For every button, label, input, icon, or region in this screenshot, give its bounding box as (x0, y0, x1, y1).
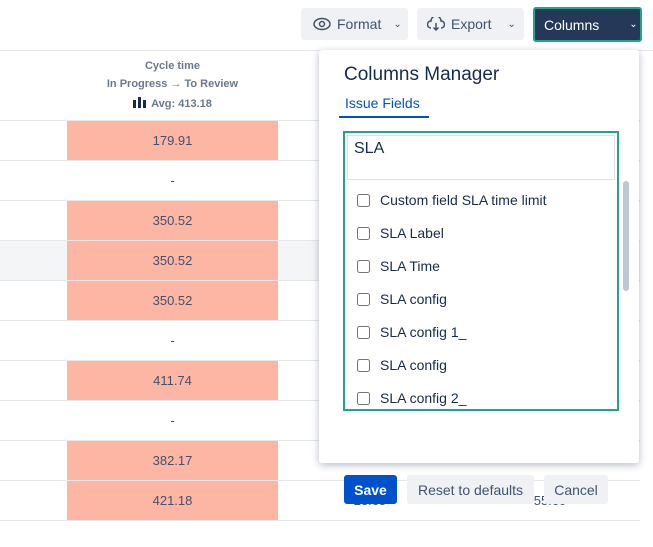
checkbox[interactable] (357, 391, 370, 405)
field-item[interactable]: SLA config 1_ (357, 321, 466, 343)
field-item[interactable]: Custom field SLA time limit (357, 189, 547, 211)
checkbox[interactable] (357, 259, 370, 273)
columns-label: Columns (544, 16, 600, 33)
cycle-time-cell: 382.17 (67, 441, 278, 480)
field-label: SLA Label (380, 225, 444, 241)
cycle-time-cell: 421.18 (67, 481, 278, 520)
cycle-time-cell: 350.52 (67, 241, 278, 280)
cycle-time-cell: 411.74 (67, 361, 278, 400)
export-button[interactable]: Export ⌄ (417, 8, 524, 40)
tab-underline (339, 116, 429, 118)
column-title: Cycle time (144, 60, 201, 72)
field-item[interactable]: SLA config (357, 354, 447, 376)
row-border (0, 520, 640, 521)
panel-title: Columns Manager (344, 64, 500, 85)
columns-panel: Columns Manager Issue Fields SLA Custom … (319, 50, 639, 504)
format-button[interactable]: Format ⌄ (301, 8, 408, 40)
cycle-time-cell: - (170, 413, 175, 428)
field-label: SLA config (380, 291, 447, 307)
field-item[interactable]: SLA config (357, 288, 447, 310)
column-average: Avg: 413.18 (67, 97, 278, 110)
chevron: ⌄ (393, 18, 402, 30)
checkbox[interactable] (357, 292, 370, 306)
save-button[interactable]: Save (344, 475, 397, 504)
cycle-time-cell: 350.52 (67, 281, 278, 320)
field-label: SLA config 2_ (380, 390, 467, 406)
search-input[interactable]: SLA (347, 135, 615, 180)
cycle-time-cell: 350.52 (67, 201, 278, 240)
field-item[interactable]: SLA Label (357, 222, 444, 244)
eye-icon (313, 17, 331, 31)
table-row: 179.91 (0, 120, 640, 160)
checkbox[interactable] (357, 358, 370, 372)
table-row: 350.52 (0, 280, 640, 320)
field-item[interactable]: SLA Time (357, 255, 440, 277)
chevron: ⌄ (629, 19, 638, 30)
cloud-icon (427, 17, 445, 31)
export-label: Export (451, 16, 492, 32)
field-label: SLA Time (380, 258, 440, 274)
cycle-time-cell: - (170, 333, 175, 348)
field-list-box: SLA Custom field SLA time limit SLA Label… (343, 131, 629, 411)
checkbox[interactable] (357, 226, 370, 240)
checkbox[interactable] (357, 193, 370, 207)
panel-tab[interactable]: Issue Fields (345, 95, 420, 111)
cancel-button[interactable]: Cancel (544, 475, 608, 504)
field-item[interactable]: SLA config 2_ (357, 387, 466, 409)
chevron: ⌄ (507, 18, 516, 30)
average-text: Avg: 413.18 (151, 98, 212, 110)
cycle-time-cell: - (170, 173, 175, 188)
reset-button[interactable]: Reset to defaults (407, 475, 534, 504)
column-subtitle: In Progress → To Review (106, 78, 239, 90)
columns-button[interactable]: Columns ⌄ (533, 7, 642, 42)
scrollbar (623, 181, 629, 291)
format-label: Format (337, 16, 382, 32)
field-label: SLA config (380, 357, 447, 373)
avg-icon (133, 97, 147, 108)
field-label: SLA config 1_ (380, 324, 467, 340)
checkbox[interactable] (357, 325, 370, 339)
field-label: Custom field SLA time limit (380, 192, 547, 208)
cycle-time-cell: 179.91 (67, 121, 278, 160)
